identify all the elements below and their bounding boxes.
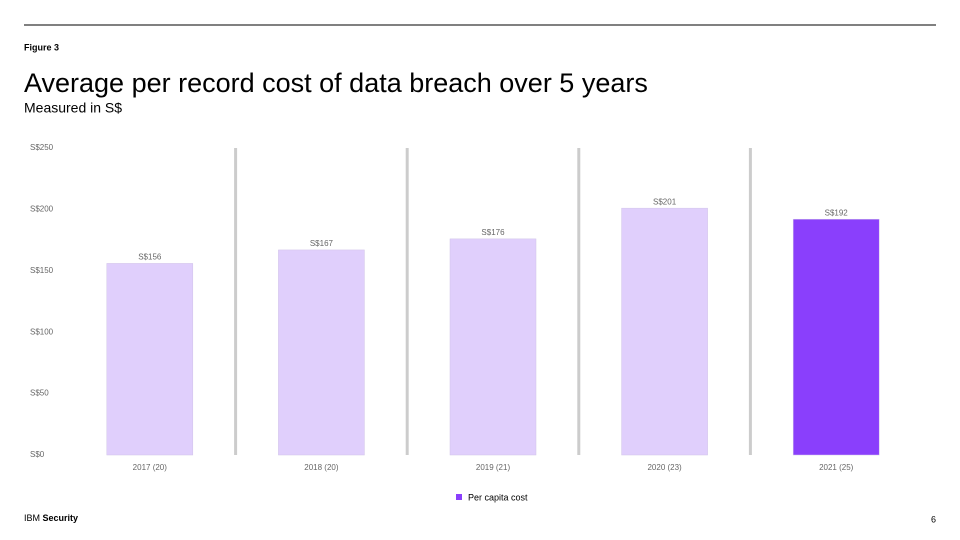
y-tick-label: S$0 [30, 450, 45, 459]
data-label: S$192 [825, 208, 849, 217]
brand: IBM [24, 513, 40, 523]
page-number: 6 [931, 514, 936, 524]
data-label: S$201 [653, 197, 677, 206]
data-label: S$156 [138, 253, 162, 262]
chart-title: Average per record cost of data breach o… [24, 68, 648, 98]
bar [449, 238, 537, 456]
legend-label: Per capita cost [468, 492, 528, 502]
product: Security [43, 513, 79, 523]
y-tick-label: S$150 [30, 266, 54, 275]
figure-label: Figure 3 [24, 42, 59, 52]
bar [621, 207, 708, 456]
chart-subtitle: Measured in S$ [24, 100, 122, 116]
legend-swatch [456, 494, 462, 500]
y-tick-label: S$250 [30, 143, 54, 152]
x-tick-label: 2019 (21) [476, 463, 511, 472]
x-tick-label: 2017 (20) [133, 463, 168, 472]
data-label: S$167 [310, 239, 334, 248]
x-tick-label: 2020 (23) [647, 463, 682, 472]
bar [792, 218, 880, 456]
y-tick-label: S$200 [30, 205, 54, 214]
bar [106, 263, 194, 456]
y-tick-label: S$100 [30, 327, 54, 336]
y-tick-label: S$50 [30, 389, 49, 398]
data-label: S$176 [481, 228, 505, 237]
footer-brand: IBM Security [24, 513, 78, 523]
x-tick-label: 2021 (25) [819, 463, 854, 472]
bar [278, 249, 365, 456]
x-tick-label: 2018 (20) [304, 463, 339, 472]
